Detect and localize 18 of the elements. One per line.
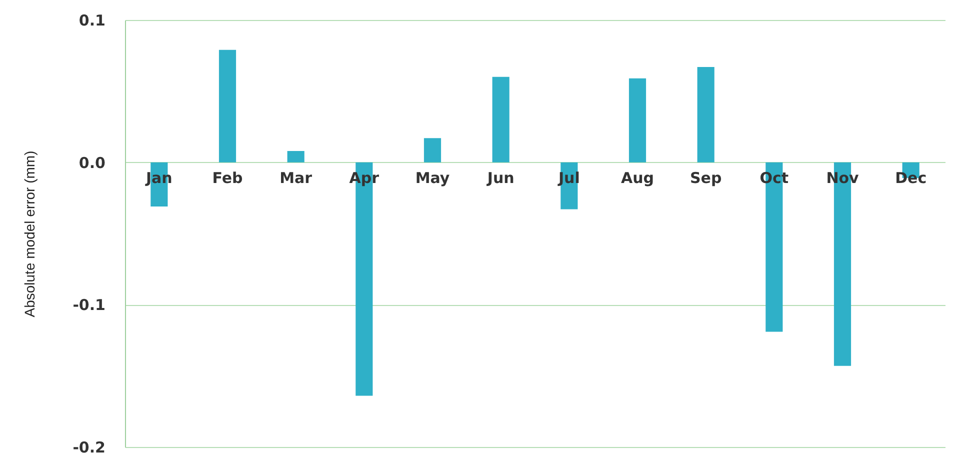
y-axis-title: Absolute model error (mm)	[22, 150, 38, 318]
bar	[218, 50, 236, 162]
y-tick-label: -0.1	[72, 296, 106, 314]
y-tick-label: 0.0	[78, 154, 106, 172]
bar	[424, 138, 442, 162]
x-tick-label: Sep	[690, 168, 722, 187]
x-tick-label: Feb	[212, 168, 244, 187]
y-tick-label: 0.1	[78, 12, 106, 30]
bar	[697, 66, 714, 162]
y-tick-label: -0.2	[72, 438, 106, 455]
bar	[287, 150, 304, 162]
x-tick-label: Aug	[620, 168, 654, 187]
bar	[492, 76, 510, 162]
bar	[628, 78, 646, 162]
x-tick-label: Jun	[486, 168, 514, 187]
x-tick-label: Mar	[280, 168, 313, 187]
x-tick-label: May	[415, 168, 450, 187]
x-tick-label: Dec	[895, 168, 927, 187]
